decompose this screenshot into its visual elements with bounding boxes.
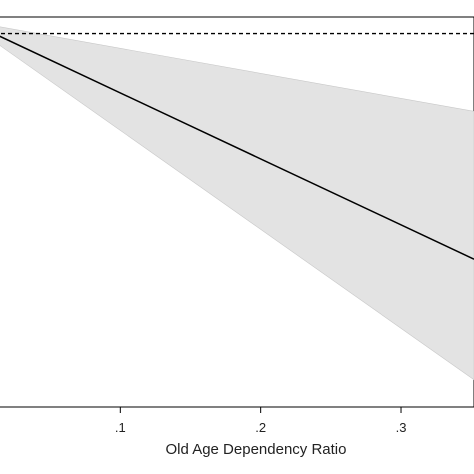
plot-area <box>0 26 474 381</box>
x-tick-label: .3 <box>396 420 407 435</box>
x-tick-label: .1 <box>115 420 126 435</box>
plot-frame-border <box>0 16 474 408</box>
series-line <box>0 35 474 260</box>
x-axis-title: Old Age Dependency Ratio <box>166 441 347 458</box>
x-axis-ticks: .1 .2 .3 <box>115 407 407 435</box>
confidence-band <box>0 26 474 381</box>
x-tick-label: .2 <box>255 420 266 435</box>
